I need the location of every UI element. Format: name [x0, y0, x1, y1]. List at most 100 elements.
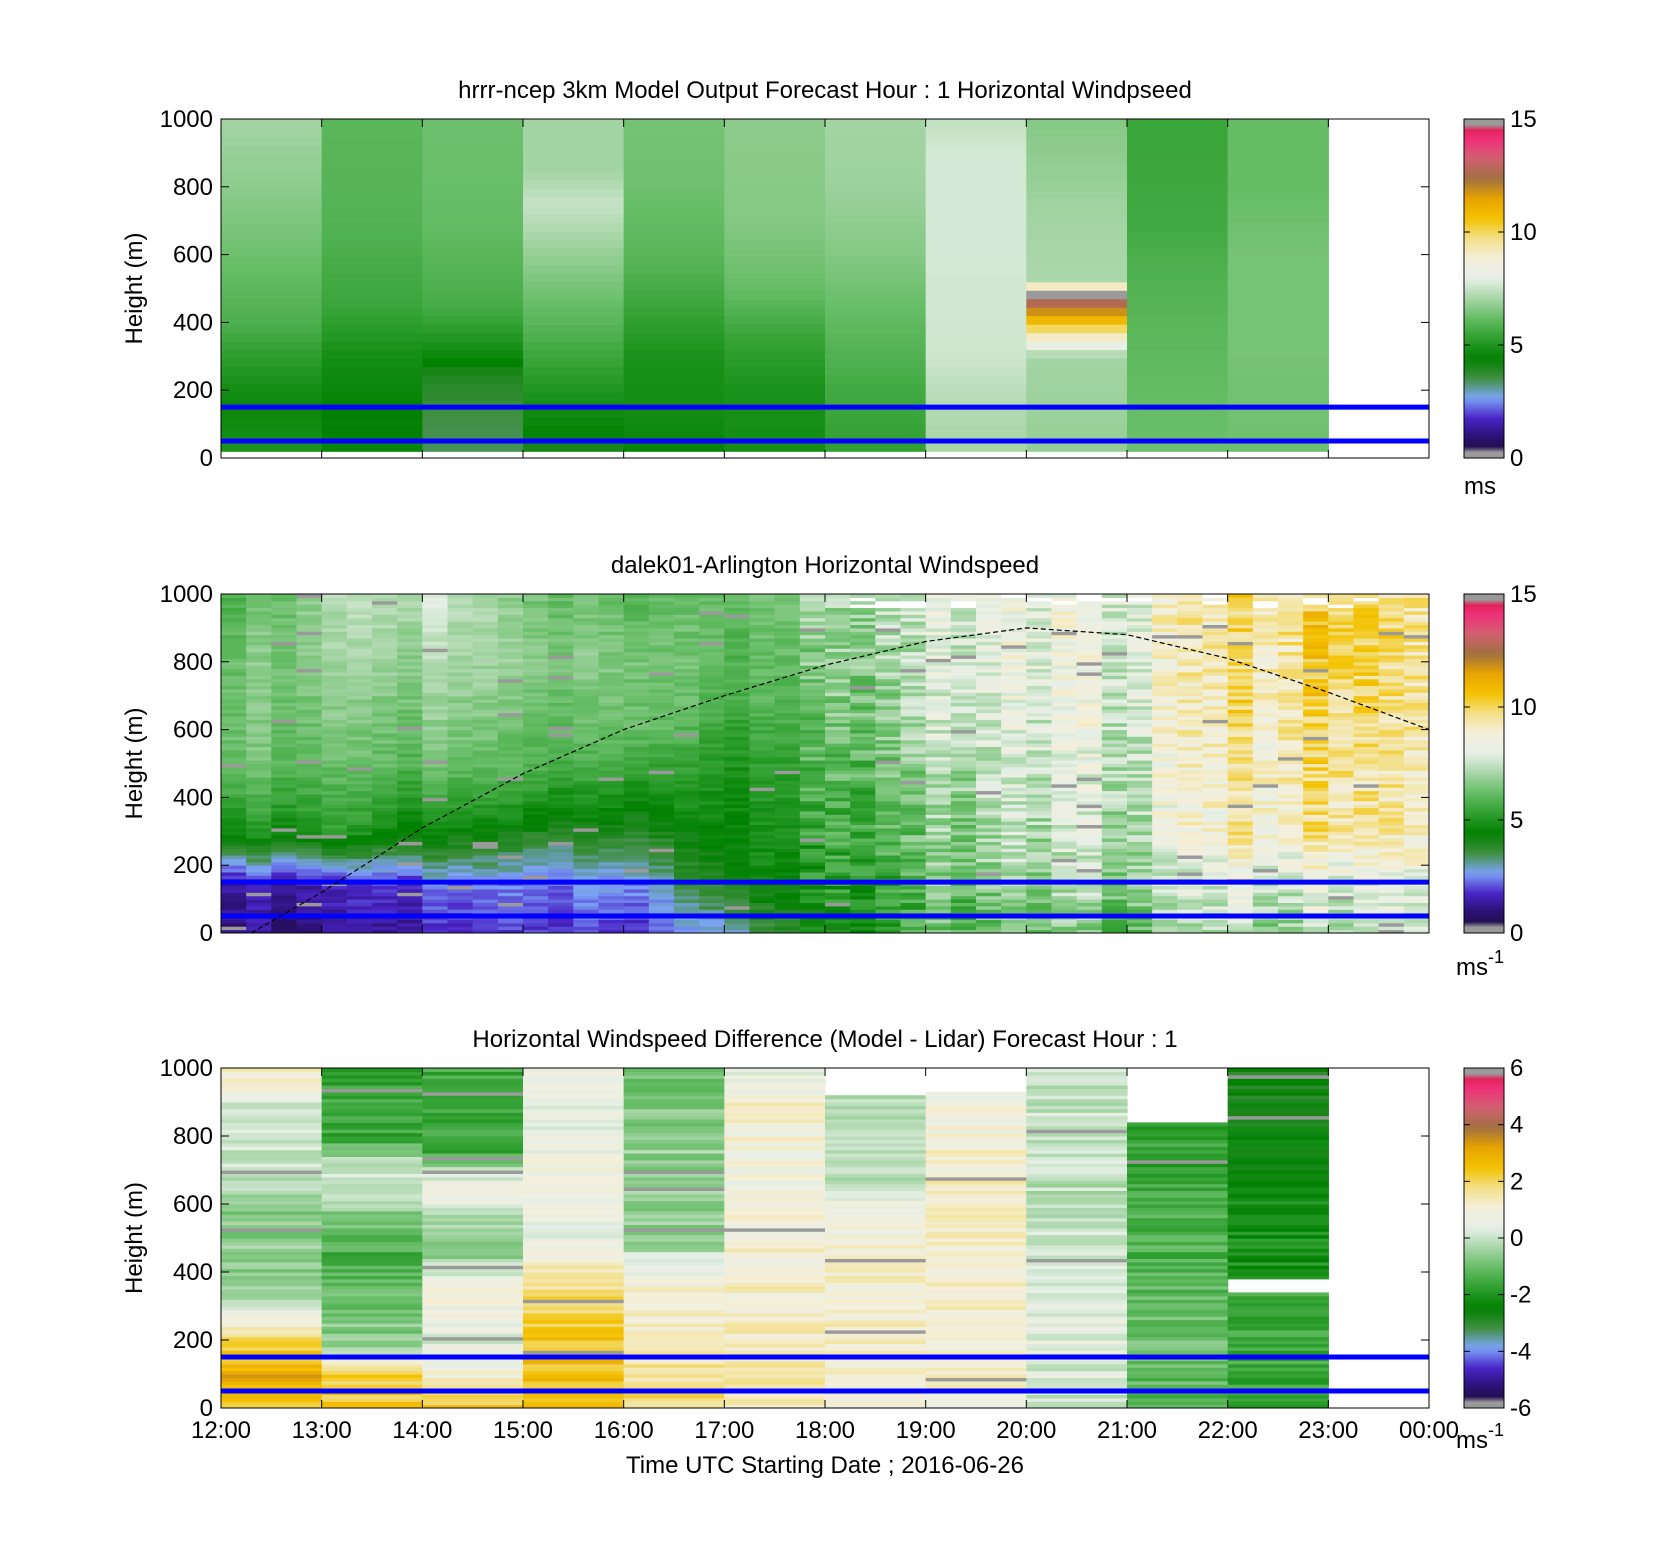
heatmap-cell: [674, 787, 700, 792]
heatmap-cell: [623, 675, 650, 680]
heatmap-cell: [271, 668, 297, 673]
heatmap-cell: [1227, 871, 1254, 876]
heatmap-cell: [246, 885, 272, 890]
heatmap-cell: [422, 861, 448, 866]
heatmap-cell: [1177, 780, 1203, 785]
heatmap-cell: [447, 736, 474, 741]
heatmap-cell: [523, 794, 549, 798]
heatmap-cell: [900, 658, 927, 663]
heatmap-cell: [1252, 661, 1279, 666]
heatmap-cell: [976, 716, 1002, 720]
heatmap-cell: [976, 756, 1002, 761]
heatmap-cell: [1278, 624, 1304, 629]
heatmap-cell: [875, 780, 901, 785]
heatmap-cell: [372, 743, 398, 748]
heatmap-cell: [1303, 787, 1329, 792]
heatmap-cell: [598, 885, 625, 890]
heatmap-cell: [1101, 682, 1128, 687]
heatmap-cell: [1303, 892, 1329, 897]
heatmap-cell: [598, 895, 625, 900]
heatmap-cell: [1303, 899, 1329, 903]
heatmap-cell: [1051, 885, 1078, 890]
heatmap-cell: [976, 604, 1002, 609]
heatmap-cell: [875, 865, 901, 870]
heatmap-cell: [1202, 838, 1229, 842]
heatmap-cell: [623, 171, 725, 181]
heatmap-cell: [422, 831, 448, 836]
heatmap-cell: [950, 610, 977, 615]
heatmap-cell: [699, 699, 725, 703]
heatmap-cell: [900, 800, 927, 805]
heatmap-cell: [221, 634, 247, 639]
heatmap-cell: [1076, 824, 1103, 829]
heatmap-cell: [1202, 810, 1229, 815]
heatmap-cell: [271, 675, 297, 680]
heatmap-cell: [900, 614, 927, 619]
heatmap-cell: [321, 171, 423, 181]
heatmap-cell: [346, 922, 373, 927]
heatmap-cell: [523, 154, 625, 164]
heatmap-cell: [1202, 597, 1229, 602]
heatmap-cell: [1328, 919, 1354, 924]
heatmap-cell: [674, 926, 700, 931]
heatmap-cell: [1278, 919, 1304, 924]
heatmap-cell: [850, 756, 876, 761]
heatmap-cell: [422, 273, 524, 283]
heatmap-cell: [1303, 597, 1329, 602]
heatmap-cell: [623, 692, 650, 697]
y-tick-label: 400: [173, 309, 213, 336]
heatmap-cell: [1127, 861, 1153, 866]
heatmap-cell: [1001, 888, 1027, 893]
heatmap-cell: [523, 885, 549, 890]
heatmap-cell: [950, 929, 977, 933]
heatmap-cell: [346, 794, 373, 798]
heatmap-cell: [1001, 634, 1027, 639]
heatmap-cell: [925, 821, 952, 826]
heatmap-cell: [1001, 875, 1027, 880]
heatmap-cell: [598, 644, 625, 649]
heatmap-cell: [1252, 682, 1279, 687]
heatmap-cell: [1202, 851, 1229, 856]
heatmap-cell: [1127, 425, 1229, 435]
heatmap-cell: [850, 614, 876, 619]
heatmap-cell: [1026, 892, 1052, 897]
heatmap-cell: [372, 661, 398, 666]
heatmap-cell: [1303, 810, 1329, 815]
heatmap-cell: [1051, 831, 1078, 836]
heatmap-cell: [397, 753, 423, 758]
heatmap-cell: [1227, 834, 1254, 839]
heatmap-cell: [950, 641, 977, 646]
heatmap-cell: [799, 719, 826, 724]
heatmap-cell: [1051, 610, 1078, 615]
heatmap-cell: [674, 827, 700, 832]
heatmap-cell: [1303, 926, 1329, 931]
heatmap-cell: [699, 888, 725, 893]
heatmap-cell: [523, 834, 549, 839]
heatmap-cell: [799, 712, 826, 717]
heatmap-cell: [648, 756, 675, 761]
heatmap-cell: [372, 892, 398, 897]
heatmap-cell: [1152, 919, 1178, 924]
heatmap-cell: [346, 614, 373, 619]
heatmap-cell: [1026, 851, 1052, 856]
heatmap-cell: [1177, 688, 1203, 693]
heatmap-cell: [1202, 655, 1229, 659]
heatmap-cell: [900, 787, 927, 792]
heatmap-cell: [1227, 888, 1254, 893]
heatmap-cell: [321, 442, 423, 452]
heatmap-cell: [925, 264, 1027, 274]
heatmap-cell: [1026, 671, 1052, 676]
heatmap-cell: [497, 834, 524, 839]
heatmap-cell: [648, 726, 675, 731]
heatmap-cell: [321, 213, 423, 223]
heatmap-cell: [497, 604, 524, 609]
heatmap-cell: [1252, 929, 1279, 933]
heatmap-cell: [422, 848, 448, 853]
heatmap-cell: [674, 834, 700, 839]
heatmap-cell: [674, 794, 700, 798]
heatmap-cell: [875, 739, 901, 744]
heatmap-cell: [573, 648, 599, 653]
heatmap-cell: [472, 729, 499, 734]
heatmap-cell: [1303, 807, 1329, 812]
heatmap-cell: [976, 665, 1002, 670]
